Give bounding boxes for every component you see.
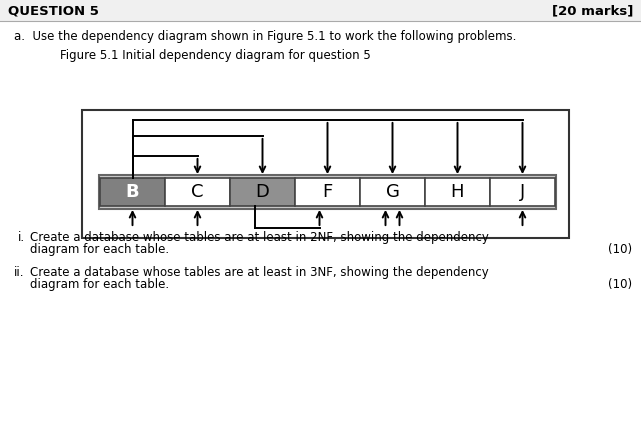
Text: a.  Use the dependency diagram shown in Figure 5.1 to work the following problem: a. Use the dependency diagram shown in F…	[14, 30, 517, 43]
Bar	[490, 178, 555, 206]
Text: (10): (10)	[608, 243, 632, 256]
Bar	[230, 178, 295, 206]
Text: J: J	[520, 183, 525, 201]
Text: C: C	[191, 183, 204, 201]
Text: (10): (10)	[608, 278, 632, 291]
Bar	[99, 175, 556, 209]
Bar	[360, 178, 425, 206]
Text: G: G	[386, 183, 399, 201]
Text: diagram for each table.: diagram for each table.	[30, 243, 169, 256]
Text: Create a database whose tables are at least in 2NF, showing the dependency: Create a database whose tables are at le…	[30, 231, 489, 244]
Text: H: H	[451, 183, 464, 201]
Text: QUESTION 5: QUESTION 5	[8, 5, 99, 17]
Text: [20 marks]: [20 marks]	[552, 5, 633, 17]
Text: i.: i.	[18, 231, 25, 244]
Text: diagram for each table.: diagram for each table.	[30, 278, 169, 291]
Text: F: F	[322, 183, 333, 201]
Bar	[165, 178, 230, 206]
Bar	[100, 178, 165, 206]
Bar	[82, 110, 569, 238]
Text: D: D	[256, 183, 269, 201]
Bar	[0, 0, 641, 21]
Bar	[425, 178, 490, 206]
Text: Create a database whose tables are at least in 3NF, showing the dependency: Create a database whose tables are at le…	[30, 266, 488, 279]
Text: ii.: ii.	[14, 266, 24, 279]
Text: B: B	[126, 183, 139, 201]
Bar	[295, 178, 360, 206]
Text: Figure 5.1 Initial dependency diagram for question 5: Figure 5.1 Initial dependency diagram fo…	[60, 49, 370, 62]
